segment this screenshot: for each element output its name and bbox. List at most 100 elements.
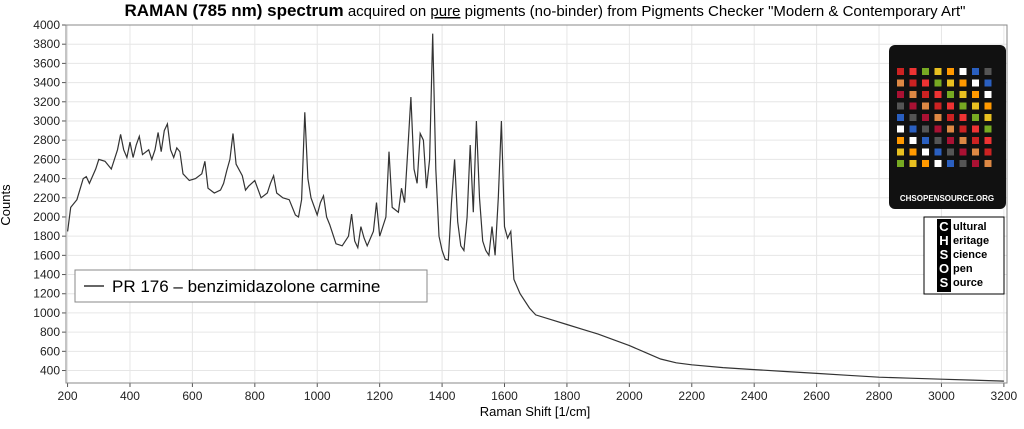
swatch: [934, 125, 942, 133]
swatch: [972, 79, 979, 87]
swatch: [897, 160, 904, 167]
swatch: [947, 79, 954, 87]
swatch: [909, 91, 917, 98]
plot-area: 400 600 800 1000 1200 1400 1600 1800 2000 2200 240…: [33, 18, 1017, 403]
y-tick-label: 2200: [33, 191, 60, 205]
logo-letter: O: [939, 261, 949, 276]
swatch: [984, 91, 992, 98]
x-tick-label: 1200: [366, 389, 393, 403]
legend-label: PR 176 – benzimidazolone carmine: [112, 277, 380, 296]
swatch: [984, 102, 992, 110]
y-tick-label: 1200: [33, 287, 60, 301]
swatch: [934, 91, 942, 98]
swatch: [959, 102, 967, 110]
y-tick-label: 3800: [33, 37, 60, 51]
y-tick-label: 1000: [33, 306, 60, 320]
x-axis-label: Raman Shift [1/cm]: [480, 404, 591, 419]
swatch: [959, 137, 967, 144]
x-tick-label: 1600: [491, 389, 518, 403]
swatch: [897, 102, 904, 110]
x-tick-label: 1400: [429, 389, 456, 403]
swatch: [897, 137, 904, 144]
swatch: [897, 68, 904, 75]
x-tick-label: 2400: [741, 389, 768, 403]
y-tick-label: 3000: [33, 114, 60, 128]
swatch: [922, 125, 929, 133]
checker-card: CHSOPENSOURCE.ORG: [889, 45, 1006, 209]
y-tick-label: 1800: [33, 229, 60, 243]
x-tick-label: 3000: [928, 389, 955, 403]
swatch: [972, 137, 979, 144]
swatch: [972, 160, 979, 167]
swatch: [897, 79, 904, 87]
swatch: [934, 137, 942, 144]
x-tick-label: 2800: [866, 389, 893, 403]
logo-letter: H: [939, 233, 948, 248]
logo-word: pen: [953, 263, 973, 275]
y-tick-label: 1600: [33, 248, 60, 262]
swatch: [897, 91, 904, 98]
logo-letter: S: [940, 275, 949, 290]
swatch: [909, 102, 917, 110]
logo-letter: C: [939, 219, 949, 234]
y-tick-label: 3200: [33, 95, 60, 109]
swatch: [909, 79, 917, 87]
swatch: [922, 91, 929, 98]
swatch: [922, 79, 929, 87]
x-tick-label: 400: [120, 389, 140, 403]
swatch: [922, 148, 929, 156]
y-tick-label: 400: [40, 364, 60, 378]
swatch: [922, 102, 929, 110]
x-tick-label: 3200: [991, 389, 1018, 403]
swatch: [984, 137, 992, 144]
swatch: [984, 79, 992, 87]
x-tick-label: 2000: [616, 389, 643, 403]
x-tick-label: 2200: [678, 389, 705, 403]
swatch: [934, 114, 942, 121]
swatch: [909, 125, 917, 133]
swatch: [947, 114, 954, 121]
legend: PR 176 – benzimidazolone carmine: [74, 269, 428, 303]
swatch: [984, 125, 992, 133]
swatch: [972, 68, 979, 75]
swatch: [947, 137, 954, 144]
legend-box: [74, 269, 428, 303]
logo-word: ource: [953, 277, 983, 289]
swatch: [934, 102, 942, 110]
swatch: [959, 148, 967, 156]
title-underlined: pure: [430, 3, 460, 20]
swatch: [947, 160, 954, 167]
card-swatches: [897, 68, 992, 167]
swatch: [959, 68, 967, 75]
swatch: [934, 148, 942, 156]
swatch: [909, 160, 917, 167]
swatch: [934, 68, 942, 75]
logo-word: eritage: [953, 235, 989, 247]
swatch: [972, 125, 979, 133]
swatch: [922, 137, 929, 144]
y-tick-label: 2000: [33, 210, 60, 224]
y-tick-label: 3400: [33, 76, 60, 90]
swatch: [897, 125, 904, 133]
swatch: [972, 91, 979, 98]
y-tick-label: 3600: [33, 56, 60, 70]
x-tick-label: 200: [58, 389, 78, 403]
x-tick-label: 800: [245, 389, 265, 403]
y-tick-label: 800: [40, 325, 60, 339]
swatch: [984, 160, 992, 167]
swatch: [972, 102, 979, 110]
swatch: [959, 79, 967, 87]
swatch: [909, 68, 917, 75]
swatch: [984, 148, 992, 156]
swatch: [947, 148, 954, 156]
logo-word: cience: [953, 249, 987, 261]
card-url: CHSOPENSOURCE.ORG: [900, 194, 994, 203]
swatch: [934, 79, 942, 87]
swatch: [909, 137, 917, 144]
spectrum-line: [67, 33, 1004, 382]
chart-title: RAMAN (785 nm) spectrum acquired on pure…: [125, 1, 966, 20]
x-tick-label: 1000: [304, 389, 331, 403]
swatch: [922, 160, 929, 167]
